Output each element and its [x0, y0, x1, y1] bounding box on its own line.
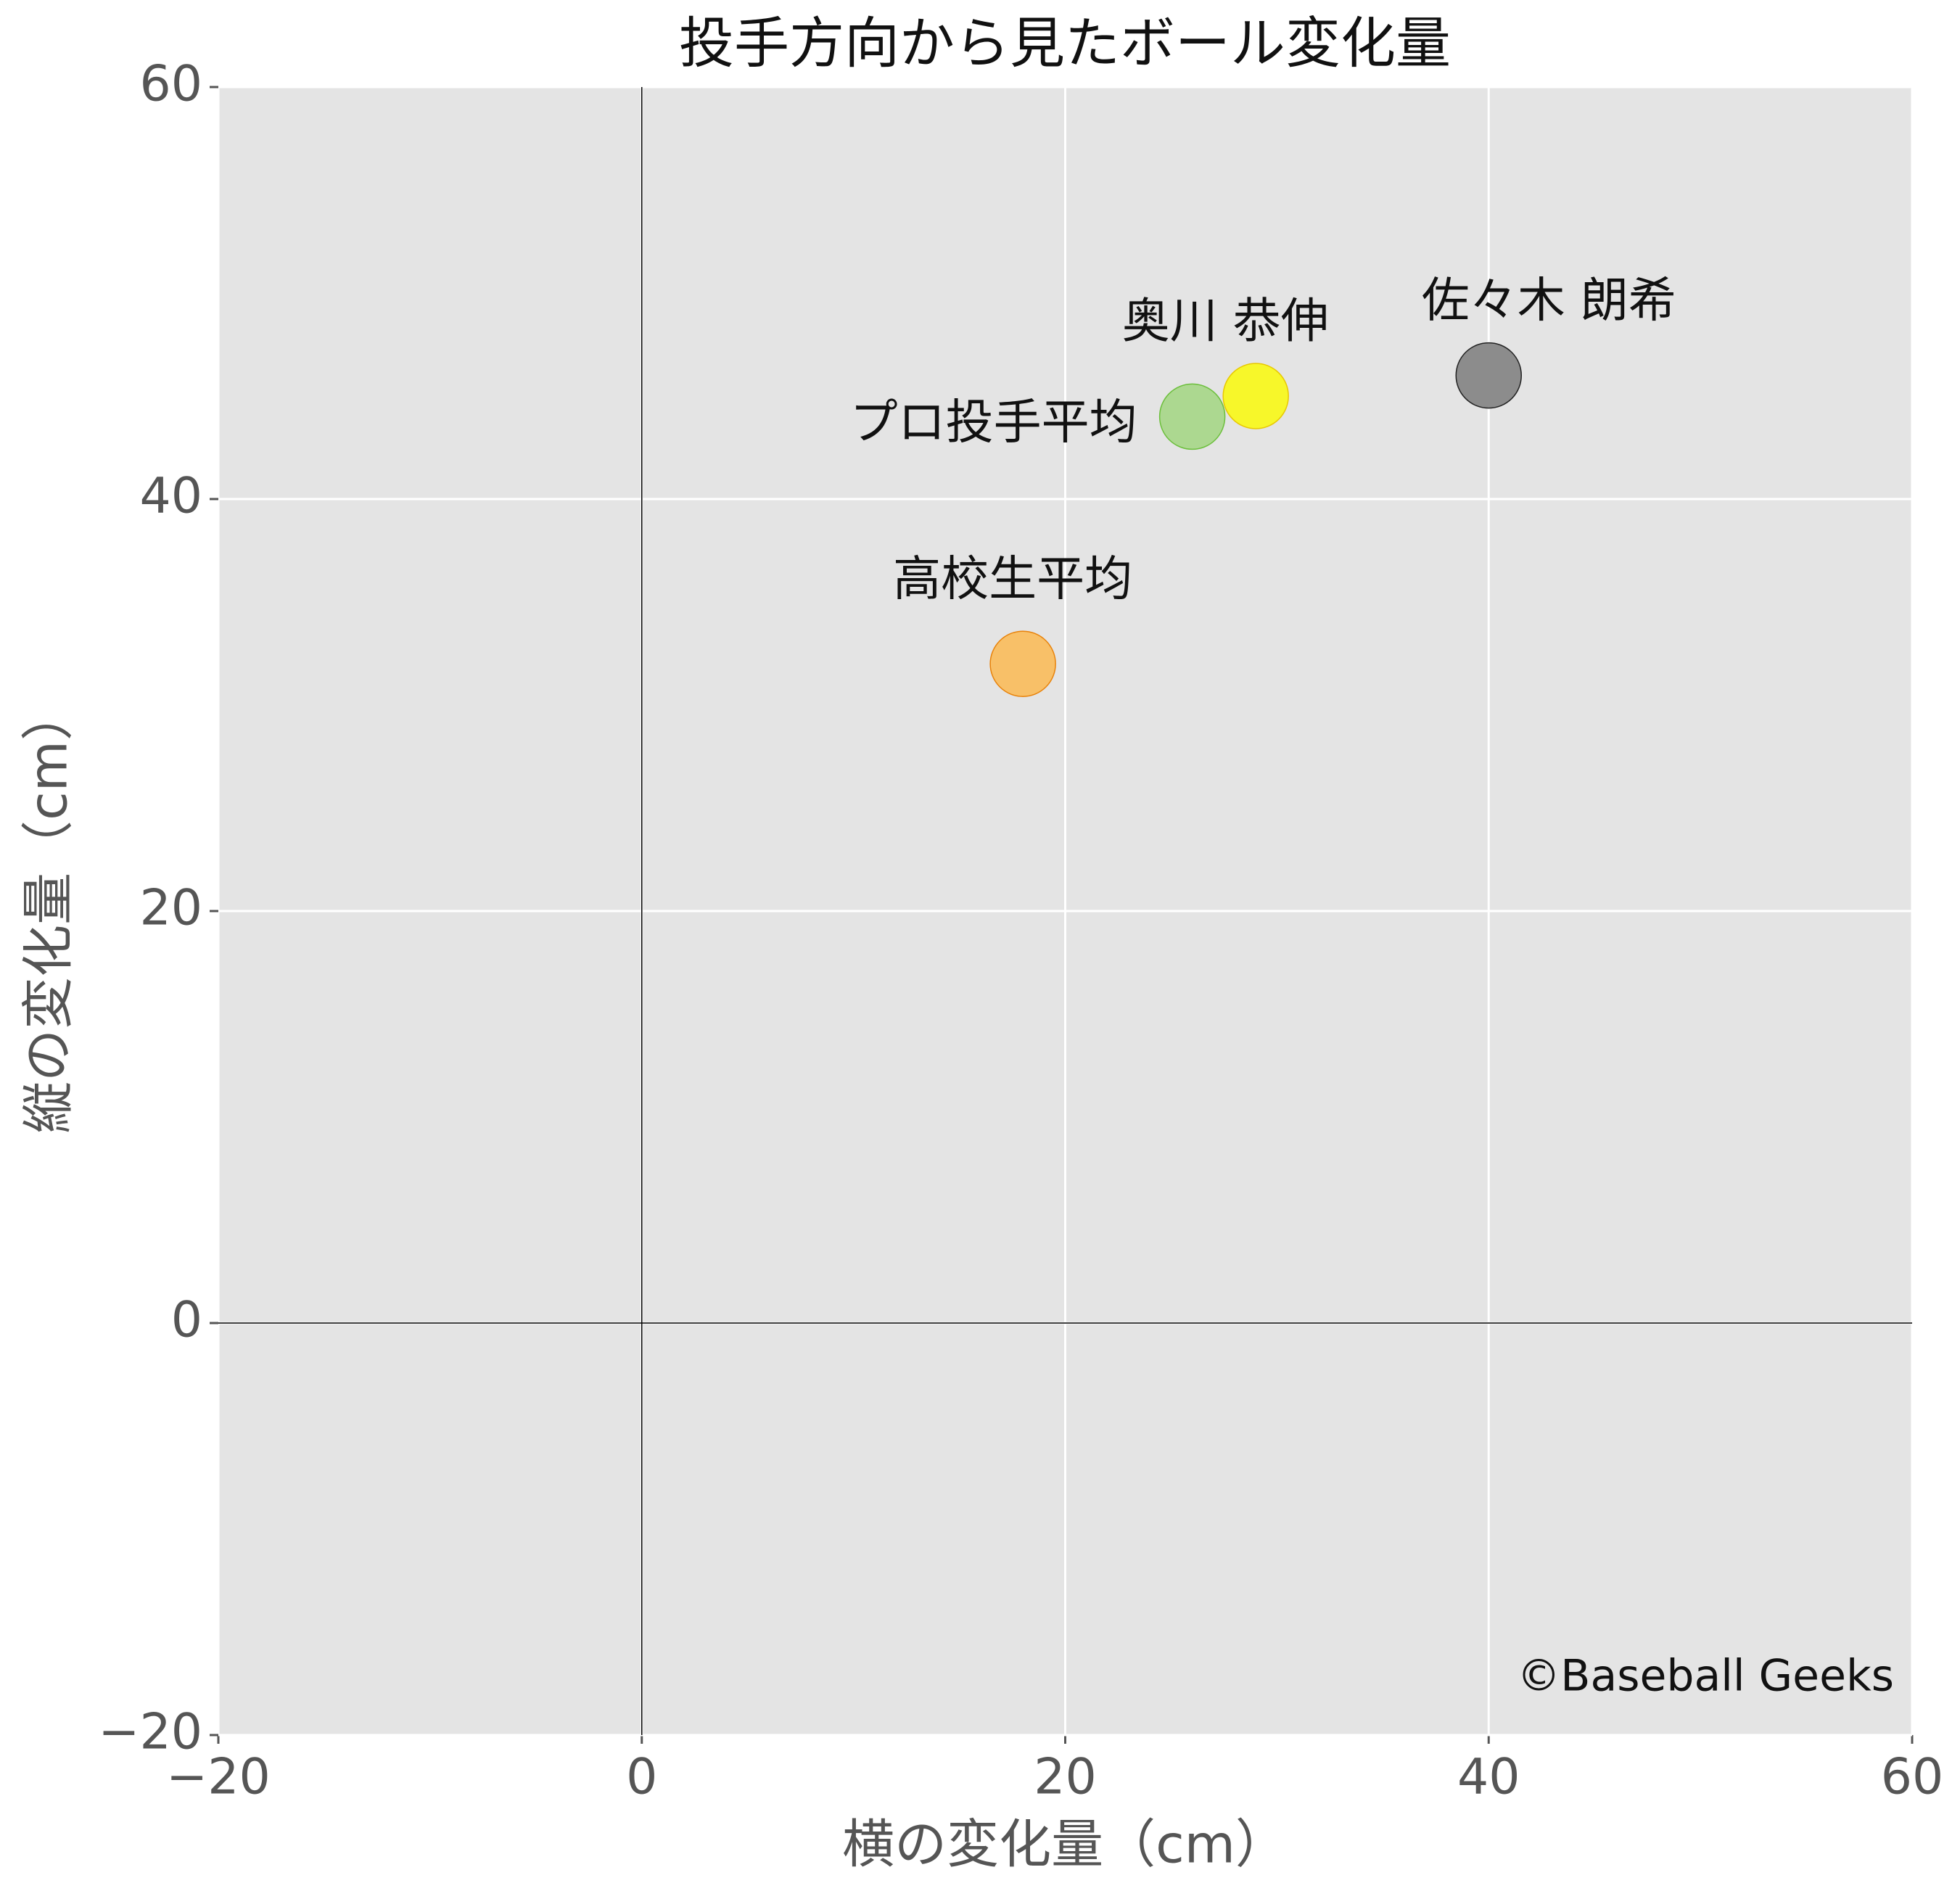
x-tick-label: −20	[166, 1749, 271, 1806]
point	[1222, 363, 1289, 429]
y-tick-label: 60	[139, 56, 202, 113]
y-axis-label: 縦の変化量（cm）	[18, 688, 79, 1134]
point	[1455, 342, 1522, 409]
y-tick-label: 40	[139, 468, 202, 525]
y-tick-label: 20	[139, 880, 202, 937]
y-tick-label: −20	[98, 1704, 202, 1761]
x-tick-label: 60	[1881, 1749, 1944, 1806]
point-label: 奥川 恭伸	[1122, 293, 1329, 349]
annotation: ©Baseball Geeks	[1517, 1651, 1894, 1702]
point	[1158, 383, 1226, 450]
x-tick-label: 0	[626, 1749, 657, 1806]
y-tick-label: 0	[171, 1292, 202, 1349]
x-tick-label: 20	[1034, 1749, 1097, 1806]
x-tick-label: 40	[1457, 1749, 1520, 1806]
point-label: 高校生平均	[893, 551, 1132, 606]
point	[989, 630, 1056, 697]
x-axis-label: 横の変化量（cm）	[842, 1814, 1288, 1875]
chart-title: 投手方向から見たボール変化量	[679, 11, 1451, 75]
point-label: 佐々木 朗希	[1422, 273, 1676, 329]
point-label: プロ投手平均	[850, 394, 1137, 450]
